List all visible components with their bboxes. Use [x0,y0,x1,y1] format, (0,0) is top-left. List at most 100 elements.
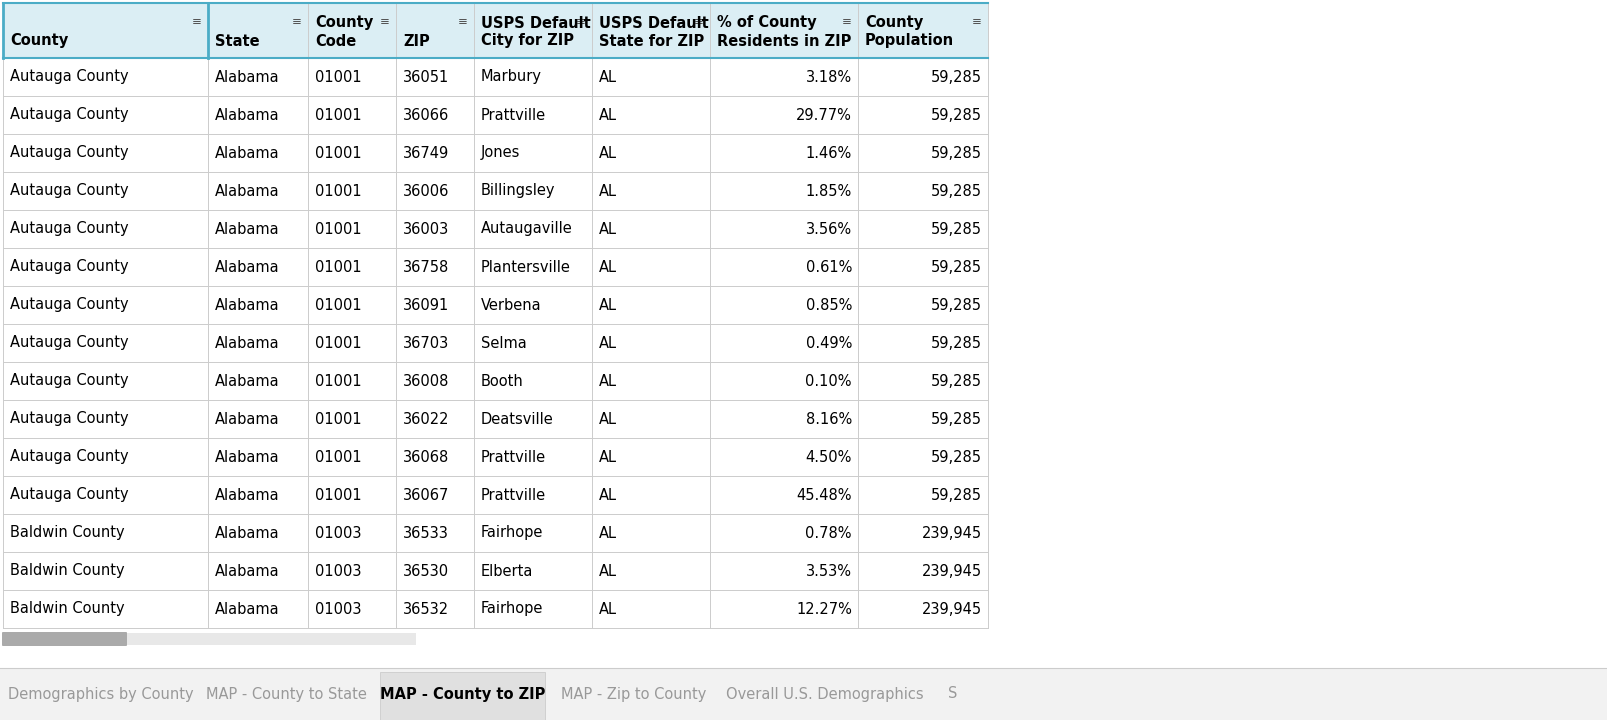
Text: 36532: 36532 [403,601,448,616]
Text: AL: AL [599,601,617,616]
Text: ≡: ≡ [193,15,202,28]
Text: County: County [315,16,373,30]
Text: 59,285: 59,285 [930,449,982,464]
Text: 59,285: 59,285 [930,336,982,351]
Text: Baldwin County: Baldwin County [10,564,125,578]
Text: 01001: 01001 [315,336,362,351]
Text: AL: AL [599,412,617,426]
Text: MAP - County to ZIP: MAP - County to ZIP [379,686,545,701]
Text: Autauga County: Autauga County [10,297,129,312]
Text: Alabama: Alabama [215,259,280,274]
Text: 01001: 01001 [315,107,362,122]
Text: AL: AL [599,222,617,236]
FancyBboxPatch shape [2,632,127,646]
Text: 36703: 36703 [403,336,450,351]
Text: Population: Population [865,34,955,48]
Text: Elberta: Elberta [480,564,534,578]
Text: ≡: ≡ [458,15,468,28]
Text: Autauga County: Autauga County [10,259,129,274]
Bar [3,210,988,248]
Bar [3,172,988,210]
Text: Alabama: Alabama [215,107,280,122]
Bar [3,633,416,645]
Text: MAP - Zip to County: MAP - Zip to County [561,686,705,701]
Text: 01001: 01001 [315,412,362,426]
Text: AL: AL [599,297,617,312]
Bar [3,286,988,324]
Text: ≡: ≡ [381,15,391,28]
Text: 36008: 36008 [403,374,450,389]
Text: 59,285: 59,285 [930,222,982,236]
Text: AL: AL [599,336,617,351]
Bar [3,438,988,476]
Text: Alabama: Alabama [215,374,280,389]
Text: Alabama: Alabama [215,336,280,351]
Text: County: County [10,34,67,48]
Text: AL: AL [599,107,617,122]
Text: Alabama: Alabama [215,184,280,199]
Text: 3.18%: 3.18% [805,70,852,84]
Bar [3,3,988,58]
Text: AL: AL [599,259,617,274]
Text: 59,285: 59,285 [930,70,982,84]
Text: 3.53%: 3.53% [807,564,852,578]
Text: City for ZIP: City for ZIP [480,34,574,48]
Text: AL: AL [599,374,617,389]
Text: Code: Code [315,34,357,48]
Text: AL: AL [599,145,617,161]
Text: Alabama: Alabama [215,487,280,503]
Text: Alabama: Alabama [215,145,280,161]
Bar [3,590,988,628]
Text: 239,945: 239,945 [922,564,982,578]
Text: 01001: 01001 [315,297,362,312]
Text: ≡: ≡ [972,15,982,28]
Text: 239,945: 239,945 [922,526,982,541]
Text: 36749: 36749 [403,145,450,161]
Text: Autauga County: Autauga County [10,487,129,503]
Text: 36067: 36067 [403,487,450,503]
Text: USPS Default: USPS Default [480,16,591,30]
Text: Alabama: Alabama [215,70,280,84]
Text: Autauga County: Autauga County [10,449,129,464]
Text: 59,285: 59,285 [930,184,982,199]
Text: ≡: ≡ [842,15,852,28]
Text: 59,285: 59,285 [930,487,982,503]
Text: 0.10%: 0.10% [805,374,852,389]
Text: 4.50%: 4.50% [805,449,852,464]
Text: Alabama: Alabama [215,449,280,464]
Text: Alabama: Alabama [215,564,280,578]
Text: 36758: 36758 [403,259,450,274]
Text: Autauga County: Autauga County [10,412,129,426]
Text: 36533: 36533 [403,526,448,541]
Text: Alabama: Alabama [215,601,280,616]
Text: 36066: 36066 [403,107,450,122]
Text: 0.49%: 0.49% [805,336,852,351]
Text: 36051: 36051 [403,70,450,84]
Text: Autaugaville: Autaugaville [480,222,572,236]
Text: 0.78%: 0.78% [805,526,852,541]
Text: 12.27%: 12.27% [795,601,852,616]
Text: Prattville: Prattville [480,107,546,122]
Text: 36003: 36003 [403,222,450,236]
Bar [3,400,988,438]
Text: Overall U.S. Demographics: Overall U.S. Demographics [726,686,924,701]
Text: 01001: 01001 [315,222,362,236]
Text: Billingsley: Billingsley [480,184,556,199]
Text: Fairhope: Fairhope [480,526,543,541]
Text: 01001: 01001 [315,449,362,464]
Text: 36068: 36068 [403,449,450,464]
Bar [3,514,988,552]
Text: Booth: Booth [480,374,524,389]
Text: State for ZIP: State for ZIP [599,34,704,48]
Bar [3,134,988,172]
Text: Jones: Jones [480,145,521,161]
Text: 01003: 01003 [315,601,362,616]
Text: Autauga County: Autauga County [10,374,129,389]
Text: 1.85%: 1.85% [805,184,852,199]
Text: 59,285: 59,285 [930,107,982,122]
Text: MAP - County to State: MAP - County to State [206,686,366,701]
Text: S: S [948,686,958,701]
Text: 01001: 01001 [315,374,362,389]
Text: Baldwin County: Baldwin County [10,526,125,541]
Text: 1.46%: 1.46% [805,145,852,161]
